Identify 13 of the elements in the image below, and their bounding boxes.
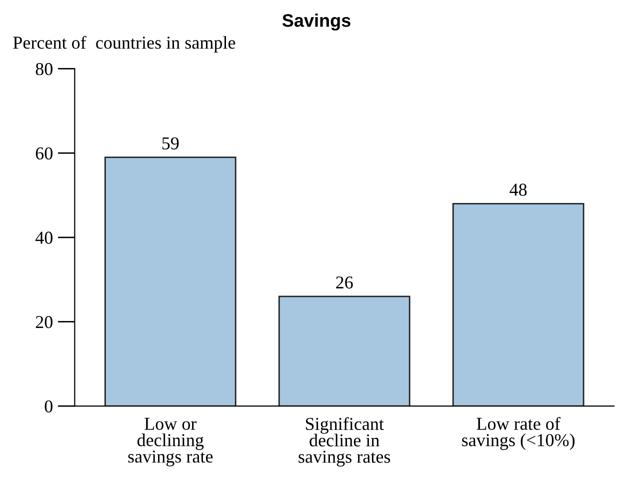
y-tick-label: 20 xyxy=(36,316,52,328)
y-axis-title: Percent of countries in sample xyxy=(13,36,236,52)
y-tick-label: 60 xyxy=(36,147,52,160)
x-tick-label: Low rate of savings (<10%) xyxy=(462,416,575,450)
y-tick-label: 80 xyxy=(36,63,52,76)
y-tick-label: 0 xyxy=(44,400,52,412)
y-tick-label: 40 xyxy=(35,232,52,244)
x-tick-label: Significant decline in savings rates xyxy=(298,417,390,467)
data-label: 48 xyxy=(510,184,527,196)
x-tick-label: Low or declining savings rate xyxy=(128,418,213,466)
chart-title: Savings xyxy=(282,14,350,31)
data-label: 26 xyxy=(336,276,353,289)
data-label: 59 xyxy=(162,137,179,150)
